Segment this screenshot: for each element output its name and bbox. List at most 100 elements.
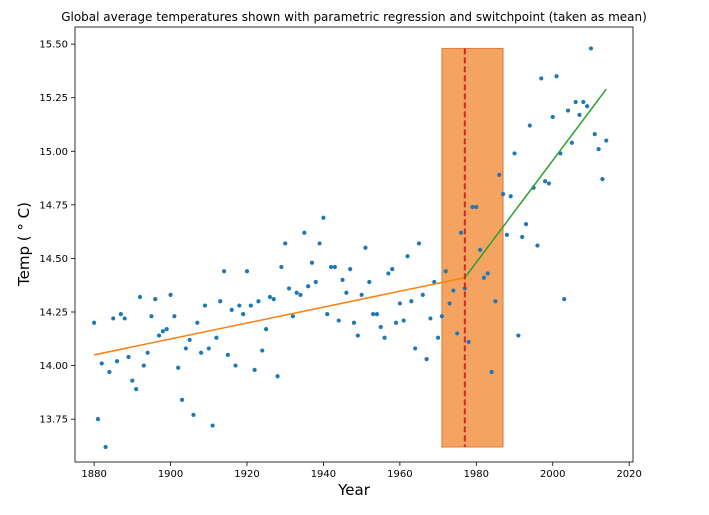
data-point xyxy=(309,260,315,265)
data-point xyxy=(569,140,574,145)
data-point xyxy=(328,264,334,270)
data-point xyxy=(187,337,192,342)
y-tick-label: 14.50 xyxy=(39,254,68,265)
data-point xyxy=(92,320,97,325)
data-point xyxy=(386,271,391,276)
data-point xyxy=(344,290,349,295)
data-point xyxy=(474,204,479,210)
data-point xyxy=(168,292,173,297)
data-point xyxy=(199,350,204,355)
y-ticks-layer: 13.75 14.00 14.25 14.50 14.75 15.00 15.25 15.50 xyxy=(39,40,75,426)
x-tick-label: 2020 xyxy=(616,469,641,480)
data-point xyxy=(122,316,127,321)
data-point xyxy=(466,339,471,345)
data-point xyxy=(340,277,345,282)
data-point xyxy=(374,312,380,317)
data-point xyxy=(252,367,257,372)
data-point xyxy=(202,303,208,308)
data-point xyxy=(435,335,441,340)
data-point xyxy=(183,346,188,351)
data-point xyxy=(409,299,414,304)
data-point xyxy=(244,269,250,274)
x-tick-label: 1880 xyxy=(81,469,106,480)
y-tick-label: 14.75 xyxy=(39,200,68,211)
data-point xyxy=(585,104,590,109)
x-tick-label: 1960 xyxy=(387,469,412,480)
data-point xyxy=(179,397,185,402)
x-tick-label: 1940 xyxy=(311,469,336,480)
data-point xyxy=(191,412,196,417)
data-point xyxy=(439,314,445,319)
data-point xyxy=(118,312,123,317)
data-point xyxy=(573,99,578,105)
data-point xyxy=(103,444,108,450)
data-point xyxy=(313,279,318,285)
data-point xyxy=(489,369,494,375)
data-point xyxy=(237,303,242,308)
data-point xyxy=(535,243,540,248)
regression-lines-layer xyxy=(93,88,607,356)
data-point xyxy=(363,245,368,250)
data-point xyxy=(302,230,307,235)
data-point xyxy=(424,357,429,362)
data-point xyxy=(485,271,490,276)
data-point xyxy=(225,352,230,357)
data-point xyxy=(210,423,215,428)
data-point xyxy=(600,177,605,182)
data-point xyxy=(581,99,586,105)
data-point xyxy=(397,301,402,306)
data-point xyxy=(451,288,456,293)
data-point xyxy=(355,333,360,338)
data-point xyxy=(99,361,104,366)
x-ticks-layer: 1880 1900 1920 1940 1960 1980 2000 2020 xyxy=(81,462,642,480)
data-point xyxy=(290,314,295,319)
x-tick-label: 2000 xyxy=(540,469,565,480)
data-point xyxy=(336,318,341,323)
data-point xyxy=(550,114,555,120)
data-point xyxy=(172,314,177,319)
data-point xyxy=(294,290,299,295)
data-point xyxy=(283,241,288,246)
data-point xyxy=(160,329,166,334)
switchpoint-interval-band xyxy=(441,47,504,448)
regression-line-after xyxy=(464,88,607,279)
data-point xyxy=(195,320,200,325)
data-point xyxy=(539,76,544,81)
data-point xyxy=(145,350,150,355)
y-tick-label: 14.00 xyxy=(39,361,68,372)
data-point xyxy=(275,374,280,379)
data-point xyxy=(286,286,292,291)
regression-line-before xyxy=(93,276,465,356)
data-point xyxy=(500,192,506,197)
data-point xyxy=(298,292,303,297)
data-point xyxy=(447,301,452,306)
data-point xyxy=(141,363,146,368)
data-point xyxy=(221,269,227,274)
data-point xyxy=(321,215,326,220)
data-point xyxy=(432,279,437,285)
data-point xyxy=(542,179,548,184)
data-point xyxy=(359,292,364,297)
data-point xyxy=(325,312,330,317)
data-point xyxy=(493,299,498,304)
data-point xyxy=(229,307,234,312)
data-point xyxy=(218,299,223,304)
data-point xyxy=(497,172,502,177)
data-point xyxy=(512,151,517,156)
y-axis-label: Temp ( ° C) xyxy=(15,202,33,287)
data-points-layer xyxy=(92,46,609,450)
data-point xyxy=(604,138,609,143)
x-tick-label: 1980 xyxy=(464,469,489,480)
data-point xyxy=(516,333,521,338)
data-point xyxy=(504,232,509,237)
y-tick-label: 15.00 xyxy=(39,147,68,158)
plot-frame xyxy=(74,26,634,463)
data-point xyxy=(562,297,567,302)
data-point xyxy=(382,335,387,340)
data-point xyxy=(137,294,143,300)
data-point xyxy=(428,316,433,321)
switchpoint-interval-layer xyxy=(441,47,504,448)
data-point xyxy=(248,303,253,308)
data-point xyxy=(95,417,101,422)
chart-title: Global average temperatures shown with p… xyxy=(61,10,647,24)
